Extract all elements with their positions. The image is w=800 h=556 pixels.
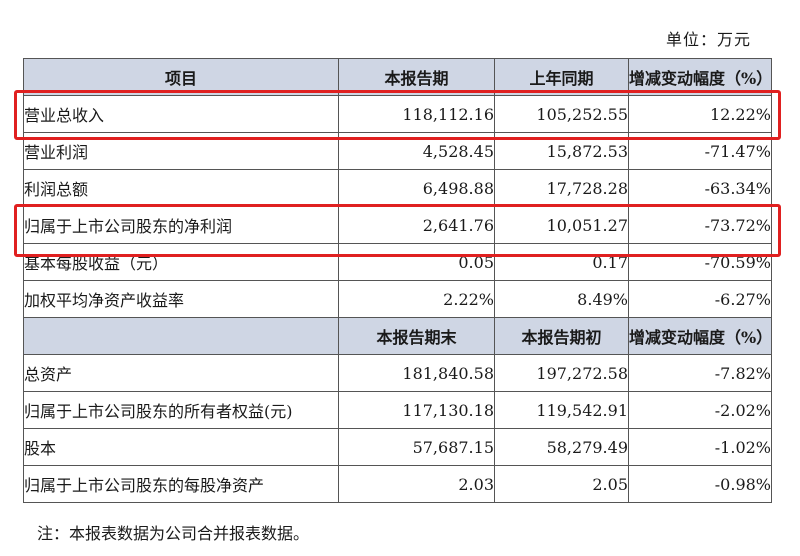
row-label: 归属于上市公司股东的所有者权益(元) bbox=[23, 391, 339, 429]
cell-prior: 58,279.49 bbox=[494, 428, 629, 466]
cell-change: -70.59% bbox=[628, 243, 772, 281]
cell-current: 2,641.76 bbox=[338, 206, 495, 244]
table-row: 股本 57,687.15 58,279.49 -1.02% bbox=[23, 428, 772, 466]
table-row: 基本每股收益（元） 0.05 0.17 -70.59% bbox=[23, 243, 772, 281]
header-change-pct: 增减变动幅度（%） bbox=[628, 317, 772, 355]
cell-current: 6,498.88 bbox=[338, 169, 495, 207]
table-row: 归属于上市公司股东的净利润 2,641.76 10,051.27 -73.72% bbox=[23, 206, 772, 244]
cell-prior: 17,728.28 bbox=[494, 169, 629, 207]
header-prior-year: 上年同期 bbox=[494, 58, 629, 96]
cell-change: -6.27% bbox=[628, 280, 772, 318]
cell-current: 117,130.18 bbox=[338, 391, 495, 429]
table-row: 利润总额 6,498.88 17,728.28 -63.34% bbox=[23, 169, 772, 207]
cell-change: -71.47% bbox=[628, 132, 772, 170]
table-row: 归属于上市公司股东的所有者权益(元) 117,130.18 119,542.91… bbox=[23, 391, 772, 429]
row-label: 基本每股收益（元） bbox=[23, 243, 339, 281]
row-label: 营业总收入 bbox=[23, 95, 339, 133]
header-item: 项目 bbox=[23, 58, 339, 96]
row-label: 总资产 bbox=[23, 354, 339, 392]
header-period-begin: 本报告期初 bbox=[494, 317, 629, 355]
row-label: 加权平均净资产收益率 bbox=[23, 280, 339, 318]
cell-change: -1.02% bbox=[628, 428, 772, 466]
balance-header-row: 本报告期末 本报告期初 增减变动幅度（%） bbox=[23, 317, 772, 355]
cell-current: 4,528.45 bbox=[338, 132, 495, 170]
cell-change: -7.82% bbox=[628, 354, 772, 392]
table-row: 归属于上市公司股东的每股净资产 2.03 2.05 -0.98% bbox=[23, 465, 772, 503]
cell-prior: 0.17 bbox=[494, 243, 629, 281]
cell-current: 118,112.16 bbox=[338, 95, 495, 133]
footnote: 注：本报表数据为公司合并报表数据。 bbox=[37, 524, 310, 543]
table-row: 营业总收入 118,112.16 105,252.55 12.22% bbox=[23, 95, 772, 133]
cell-change: -73.72% bbox=[628, 206, 772, 244]
cell-current: 2.03 bbox=[338, 465, 495, 503]
unit-label: 单位：万元 bbox=[666, 30, 752, 49]
cell-current: 2.22% bbox=[338, 280, 495, 318]
cell-current: 0.05 bbox=[338, 243, 495, 281]
row-label: 营业利润 bbox=[23, 132, 339, 170]
cell-change: -63.34% bbox=[628, 169, 772, 207]
cell-change: -2.02% bbox=[628, 391, 772, 429]
row-label: 股本 bbox=[23, 428, 339, 466]
cell-current: 181,840.58 bbox=[338, 354, 495, 392]
table-row: 总资产 181,840.58 197,272.58 -7.82% bbox=[23, 354, 772, 392]
cell-prior: 105,252.55 bbox=[494, 95, 629, 133]
cell-prior: 15,872.53 bbox=[494, 132, 629, 170]
cell-prior: 197,272.58 bbox=[494, 354, 629, 392]
header-blank-cell bbox=[23, 317, 339, 355]
header-change-pct: 增减变动幅度（%） bbox=[628, 58, 772, 96]
table-row: 营业利润 4,528.45 15,872.53 -71.47% bbox=[23, 132, 772, 170]
cell-prior: 119,542.91 bbox=[494, 391, 629, 429]
header-current-period: 本报告期 bbox=[338, 58, 495, 96]
row-label: 归属于上市公司股东的每股净资产 bbox=[23, 465, 339, 503]
financial-summary-table: 项目 本报告期 上年同期 增减变动幅度（%） 营业总收入 118,112.16 … bbox=[23, 58, 772, 503]
cell-current: 57,687.15 bbox=[338, 428, 495, 466]
cell-prior: 8.49% bbox=[494, 280, 629, 318]
cell-change: -0.98% bbox=[628, 465, 772, 503]
row-label: 归属于上市公司股东的净利润 bbox=[23, 206, 339, 244]
cell-prior: 2.05 bbox=[494, 465, 629, 503]
header-period-end: 本报告期末 bbox=[338, 317, 495, 355]
row-label: 利润总额 bbox=[23, 169, 339, 207]
cell-change: 12.22% bbox=[628, 95, 772, 133]
cell-prior: 10,051.27 bbox=[494, 206, 629, 244]
table-header-row: 项目 本报告期 上年同期 增减变动幅度（%） bbox=[23, 58, 772, 96]
table-row: 加权平均净资产收益率 2.22% 8.49% -6.27% bbox=[23, 280, 772, 318]
